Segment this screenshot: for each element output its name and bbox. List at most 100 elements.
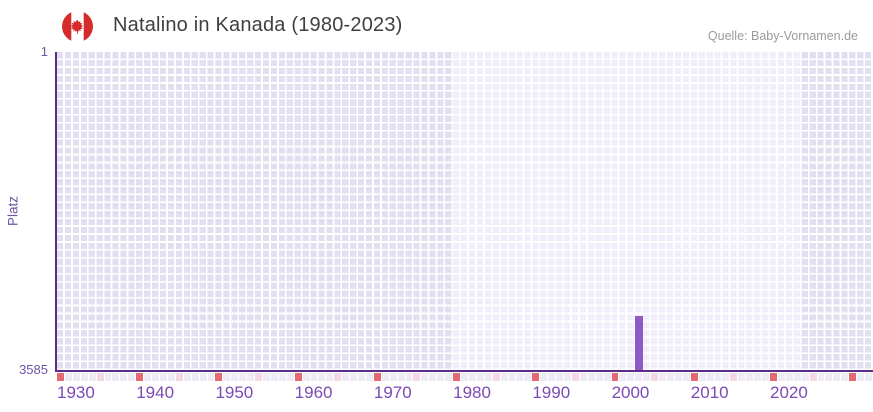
year-cell-2000: [611, 373, 620, 381]
x-tick-1960: 1960: [294, 383, 333, 402]
year-cell-2001: [619, 373, 628, 381]
year-cell-1967: [350, 373, 359, 381]
year-cell-1996: [579, 373, 588, 381]
source-attribution: Quelle: Baby-Vornamen.de: [707, 29, 858, 43]
year-cell-1946: [183, 373, 192, 381]
x-tick-1940: 1940: [136, 383, 175, 402]
year-cell-1953: [239, 373, 248, 381]
year-cell-1979: [445, 373, 454, 381]
year-cell-1961: [302, 373, 311, 381]
year-cell-2004: [643, 373, 652, 381]
year-cell-2012: [706, 373, 715, 381]
year-cell-1950: [215, 373, 224, 381]
year-cell-2006: [659, 373, 667, 381]
year-cell-1965: [334, 373, 343, 381]
year-cell-2014: [722, 373, 731, 381]
year-cell-2032: [865, 373, 873, 381]
year-cell-1935: [96, 373, 105, 381]
year-cell-1986: [500, 373, 509, 381]
year-cell-1941: [144, 373, 153, 381]
year-cell-1975: [413, 373, 422, 381]
year-cell-1966: [342, 373, 351, 381]
year-cell-2011: [698, 373, 707, 381]
year-cell-1952: [231, 373, 240, 381]
year-cell-2026: [817, 373, 826, 381]
year-cell-1980: [453, 373, 462, 381]
x-tick-2000: 2000: [611, 383, 650, 402]
year-cell-2016: [738, 373, 747, 381]
year-cell-1954: [247, 373, 256, 381]
year-cell-2019: [762, 373, 770, 381]
year-cell-2007: [666, 373, 675, 381]
year-cell-1960: [294, 373, 303, 381]
year-cell-1934: [88, 373, 97, 381]
y-tick-top: 1: [40, 44, 48, 59]
y-tick-bottom: 3585: [19, 362, 48, 377]
year-cell-1978: [437, 373, 446, 381]
year-cell-2029: [841, 373, 850, 381]
canada-flag-icon: [62, 11, 93, 42]
year-cell-2010: [690, 373, 699, 381]
x-tick-2010: 2010: [690, 383, 729, 402]
year-cell-2018: [754, 373, 763, 381]
year-cell-2023: [793, 373, 802, 381]
year-cell-1988: [516, 373, 525, 381]
year-cell-1949: [207, 373, 216, 381]
year-cell-2025: [809, 373, 818, 381]
year-cell-1976: [421, 373, 430, 381]
year-cell-2030: [849, 373, 858, 381]
year-cell-1931: [64, 373, 73, 381]
year-cell-1984: [484, 373, 493, 381]
y-axis-label: Platz: [5, 195, 21, 227]
year-cell-2015: [730, 373, 739, 381]
year-cell-1971: [381, 373, 390, 381]
x-axis-labels: 1930 1940 1950 1960 1970 1980 1990 2000 2010 2020: [57, 383, 873, 407]
x-tick-1950: 1950: [215, 383, 254, 402]
year-cell-1936: [104, 373, 113, 381]
year-cell-2021: [777, 373, 786, 381]
year-cell-1951: [223, 373, 232, 381]
chart-title: Natalino in Kanada (1980-2023): [113, 14, 403, 36]
year-cell-1962: [310, 373, 319, 381]
year-cell-2008: [674, 373, 683, 381]
year-cell-1938: [120, 373, 129, 381]
rank-bar-2003[interactable]: [635, 316, 644, 370]
year-cell-2003: [635, 373, 644, 381]
year-cell-2027: [825, 373, 834, 381]
year-cell-1998: [595, 373, 604, 381]
year-cell-1940: [136, 373, 145, 381]
year-cell-1957: [270, 373, 279, 381]
year-cell-1989: [524, 373, 533, 381]
year-cell-1999: [603, 373, 612, 381]
year-cell-2028: [833, 373, 842, 381]
year-cell-1964: [326, 373, 335, 381]
x-tick-2020: 2020: [770, 383, 808, 402]
year-cell-1959: [286, 373, 295, 381]
year-cell-1983: [476, 373, 485, 381]
year-cell-2005: [651, 373, 660, 381]
year-cell-1992: [548, 373, 557, 381]
year-cell-1981: [461, 373, 469, 381]
year-cell-1947: [191, 373, 200, 381]
year-cell-1933: [80, 373, 89, 381]
year-cell-1993: [556, 373, 564, 381]
plot-area[interactable]: [55, 52, 873, 372]
year-cell-1987: [508, 373, 517, 381]
year-cell-1972: [389, 373, 398, 381]
year-cell-1970: [373, 373, 382, 381]
x-tick-1980: 1980: [453, 383, 491, 402]
year-cell-1977: [429, 373, 438, 381]
year-cell-1991: [540, 373, 549, 381]
x-tick-1970: 1970: [373, 383, 412, 402]
year-cell-2002: [627, 373, 636, 381]
year-cell-1969: [365, 373, 374, 381]
year-tick-strip: [57, 373, 873, 381]
x-tick-1930: 1930: [57, 383, 95, 402]
year-cell-1968: [358, 373, 366, 381]
year-cell-1930: [57, 373, 65, 381]
year-cell-1990: [532, 373, 541, 381]
year-cell-2013: [714, 373, 723, 381]
year-cell-2022: [785, 373, 794, 381]
year-cell-1937: [112, 373, 121, 381]
year-cell-1955: [255, 373, 263, 381]
